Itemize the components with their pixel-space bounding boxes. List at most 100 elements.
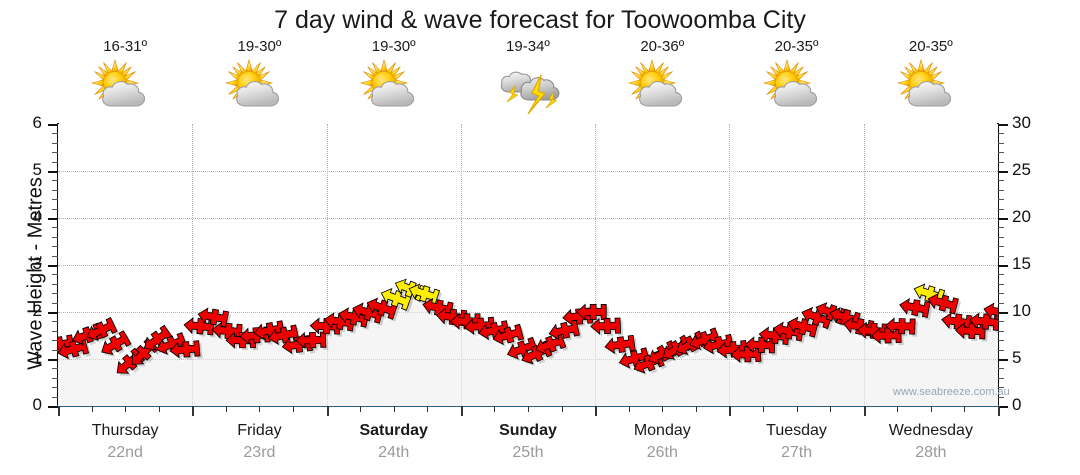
tick-6hr: [561, 406, 563, 412]
tick-minor: [998, 199, 1004, 201]
tick-day-boundary: [192, 406, 195, 416]
temperature-range: 20-35º: [908, 38, 953, 55]
gridline-h: [58, 265, 998, 266]
day-headers: 16-31º: [58, 38, 998, 120]
tick-minor: [998, 321, 1004, 323]
tick-minor: [998, 227, 1004, 229]
wind-arrow: [801, 306, 833, 330]
tick-minor: [998, 387, 1004, 389]
y-axis-label: 3: [32, 254, 42, 273]
tick-major: [998, 265, 1008, 267]
tick-minor: [998, 293, 1004, 295]
tick-minor: [998, 274, 1004, 276]
tick-minor: [52, 330, 58, 332]
tick-day-boundary: [326, 406, 329, 416]
tick-minor: [52, 199, 58, 201]
tick-6hr: [427, 406, 429, 412]
tick-major: [998, 312, 1008, 314]
wind-arrow: [927, 292, 959, 315]
tick-minor: [998, 255, 1004, 257]
sun-behind-cloud-icon: [627, 58, 697, 116]
wind-arrow: [590, 317, 622, 335]
tick-minor: [998, 368, 1004, 370]
tick-6hr: [930, 406, 932, 412]
day-header-thursday: 16-31º: [58, 38, 192, 120]
tick-day-boundary: [58, 406, 60, 416]
day-date: 26th: [646, 444, 678, 461]
wind-arrow: [983, 302, 998, 324]
gridline-h: [58, 218, 998, 219]
day-label-friday: Friday 23rd: [192, 420, 326, 464]
wind-arrow: [101, 330, 132, 355]
tick-major: [48, 265, 58, 267]
gridline-v: [460, 124, 462, 406]
watermark: www.seabreeze.com.au: [893, 386, 1010, 398]
gridline-h: [58, 171, 998, 172]
day-name: Sunday: [499, 422, 557, 439]
tick-day-boundary: [460, 406, 463, 416]
tick-minor: [998, 283, 1004, 285]
tick-minor: [52, 293, 58, 295]
tick-minor: [52, 189, 58, 191]
tick-minor: [52, 377, 58, 379]
y-axis-label: 0: [32, 395, 42, 414]
gridline-v: [863, 124, 865, 406]
wind-arrow: [352, 302, 384, 324]
wind-arrow: [730, 345, 762, 363]
arrow-band-haze: [58, 300, 998, 406]
tick-6hr: [360, 406, 362, 412]
tick-minor: [52, 387, 58, 389]
wind-arrow: [169, 340, 201, 359]
wind-arrow: [787, 316, 819, 338]
wind-arrow: [197, 307, 229, 328]
day-label-monday: Monday 26th: [595, 420, 729, 464]
wind-arrow: [366, 297, 398, 320]
tick-major: [48, 218, 58, 220]
tick-6hr: [225, 406, 227, 412]
tick-major: [48, 171, 58, 173]
wind-arrow: [689, 327, 721, 351]
tick-6hr: [662, 406, 664, 412]
tick-minor: [52, 302, 58, 304]
tick-minor: [998, 246, 1004, 248]
day-date: 23rd: [243, 444, 276, 461]
tick-6hr: [494, 406, 496, 412]
tick-6hr: [763, 406, 764, 412]
gridline-v: [326, 124, 328, 406]
wind-arrow: [884, 317, 916, 335]
wind-arrow: [744, 336, 776, 354]
day-label-tuesday: Tuesday 27th: [729, 420, 863, 464]
temperature-range: 19-30º: [371, 38, 416, 55]
gridline-v: [595, 124, 597, 406]
tick-6hr: [528, 406, 529, 412]
tick-minor: [52, 142, 58, 144]
y2-axis-label: 30: [1012, 113, 1031, 132]
day-label-saturday: Saturday 24th: [327, 420, 461, 464]
tick-major: [48, 359, 58, 361]
tick-day-boundary: [863, 406, 866, 416]
tick-minor: [998, 142, 1004, 144]
gridline-v: [729, 124, 731, 406]
tick-minor: [998, 340, 1004, 342]
day-name: Saturday: [359, 422, 428, 439]
temperature-range: 20-35º: [774, 38, 819, 55]
y2-axis-label: 25: [1012, 160, 1031, 179]
y-axis-label: 5: [32, 160, 42, 179]
sun-behind-cloud-icon: [762, 58, 832, 116]
day-date: 28th: [915, 444, 947, 461]
wind-arrow: [295, 331, 327, 349]
day-name: Wednesday: [888, 422, 973, 439]
tick-minor: [52, 152, 58, 154]
tick-minor: [52, 283, 58, 285]
day-label-thursday: Thursday 22nd: [58, 420, 192, 464]
day-label-sunday: Sunday 25th: [461, 420, 595, 464]
tick-day-boundary: [998, 406, 1000, 416]
tick-6hr: [293, 406, 294, 412]
day-header-wednesday: 20-35º: [864, 38, 998, 120]
day-date: 25th: [512, 444, 544, 461]
y2-axis-label: 5: [1012, 348, 1022, 367]
tick-major: [998, 171, 1008, 173]
tick-minor: [52, 246, 58, 248]
tick-minor: [52, 227, 58, 229]
